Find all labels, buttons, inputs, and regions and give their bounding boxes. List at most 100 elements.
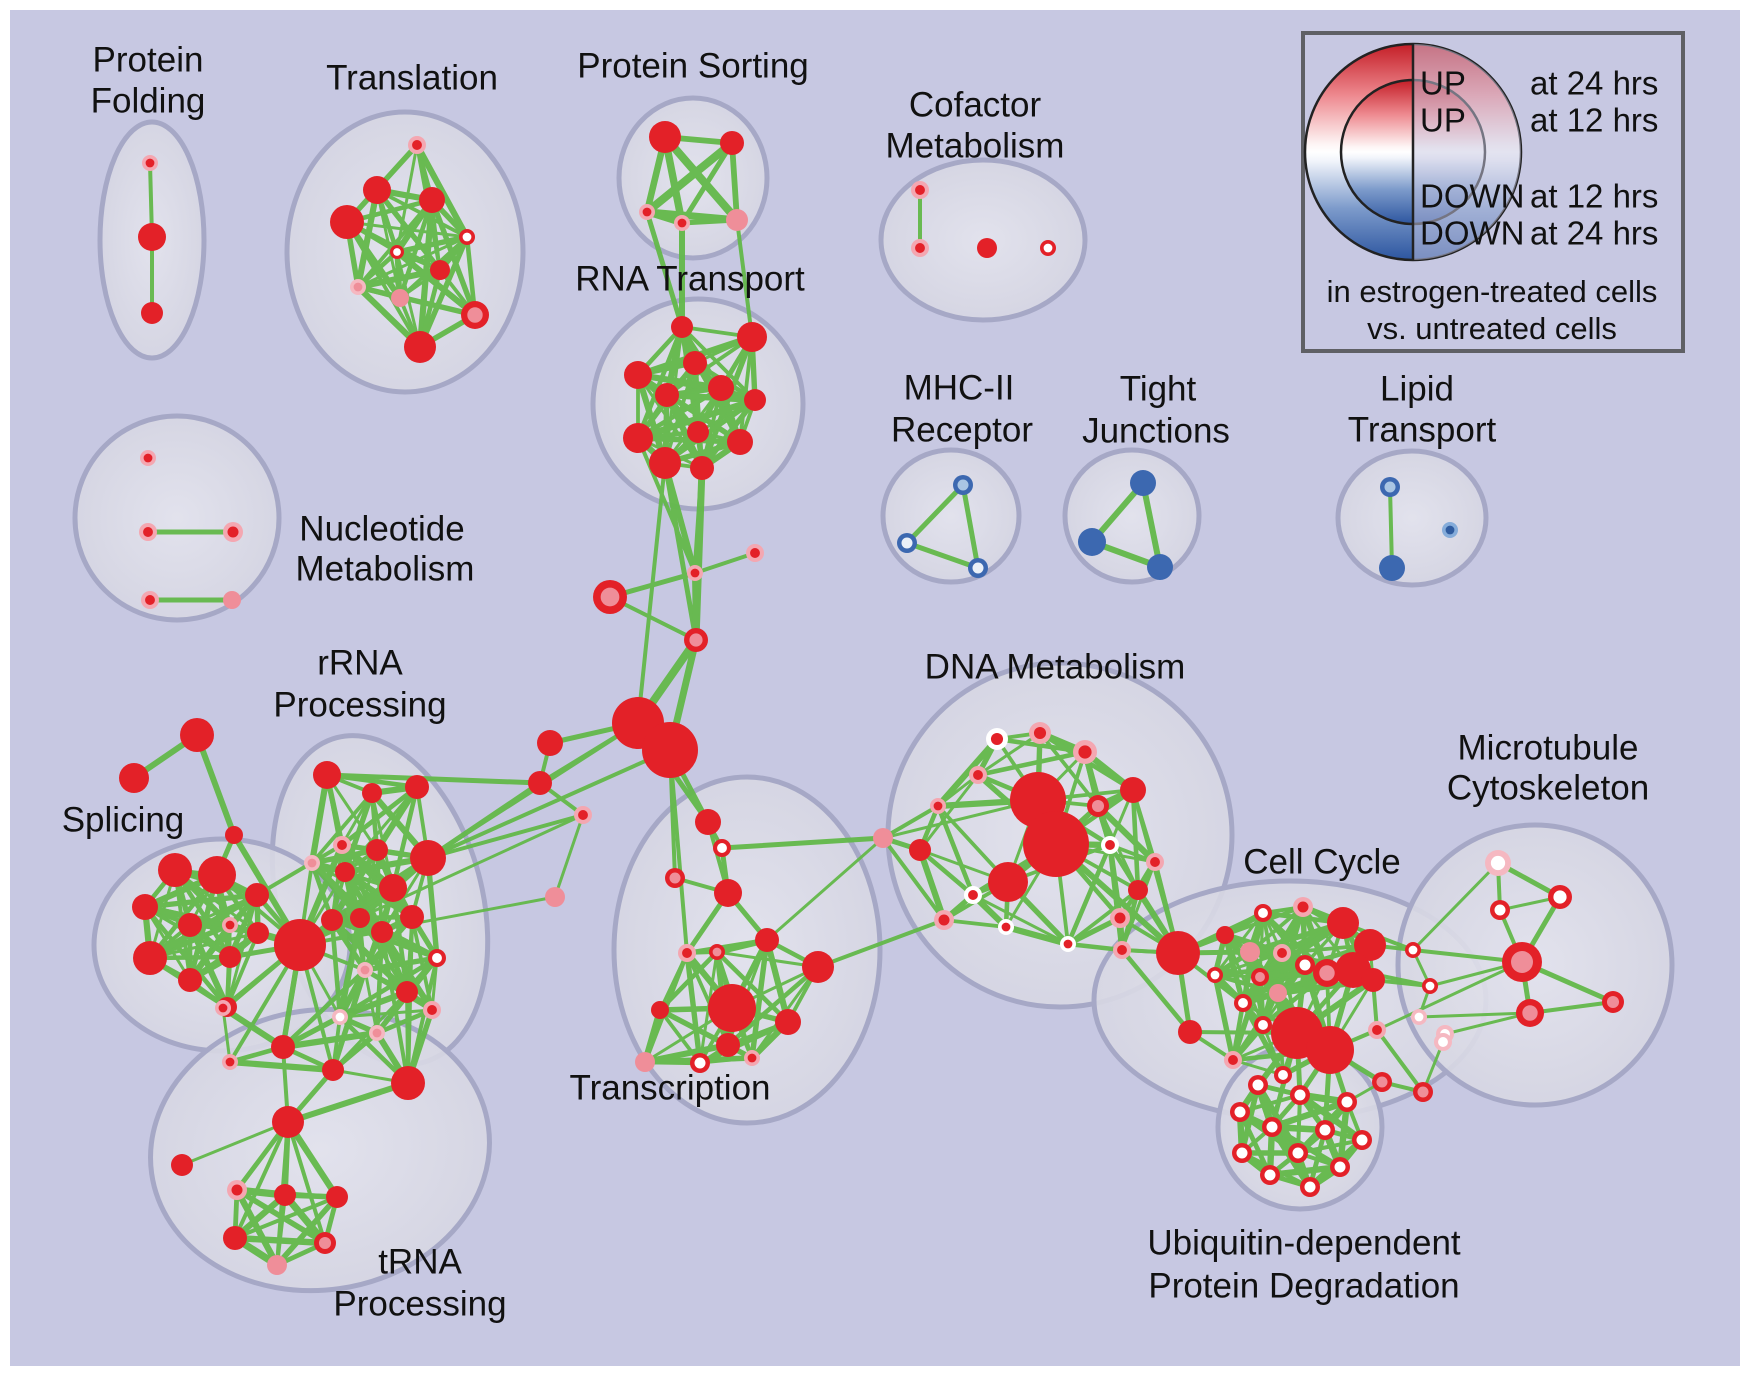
network-node[interactable] [964,886,982,904]
network-node[interactable] [423,1001,441,1019]
network-node[interactable] [223,1226,247,1250]
network-node[interactable] [313,761,341,789]
network-node[interactable] [219,946,241,968]
network-node[interactable] [1254,904,1272,922]
network-node[interactable] [1306,1026,1354,1074]
network-node[interactable] [419,187,445,213]
network-node[interactable] [649,447,681,479]
network-node[interactable] [1232,1143,1252,1163]
network-node[interactable] [690,456,714,480]
network-node[interactable] [1130,470,1156,496]
network-node[interactable] [245,883,269,907]
network-node[interactable] [1060,936,1076,952]
network-node[interactable] [222,917,238,933]
network-node[interactable] [404,331,436,363]
network-node[interactable] [1372,1072,1392,1092]
network-node[interactable] [1315,1120,1335,1140]
network-node[interactable] [142,155,158,171]
network-node[interactable] [674,215,690,231]
network-node[interactable] [1288,1143,1308,1163]
network-node[interactable] [357,962,373,978]
network-node[interactable] [1434,1033,1452,1051]
network-node[interactable] [687,565,703,581]
network-node[interactable] [140,450,156,466]
network-node[interactable] [709,944,725,960]
network-node[interactable] [1352,1130,1372,1150]
network-node[interactable] [1273,944,1291,962]
network-node[interactable] [998,919,1014,935]
network-node[interactable] [1120,777,1146,803]
network-node[interactable] [1101,836,1119,854]
network-node[interactable] [737,322,767,352]
network-node[interactable] [178,913,202,937]
network-node[interactable] [1078,528,1106,556]
network-node[interactable] [695,809,721,835]
network-node[interactable] [1300,1177,1320,1197]
network-node[interactable] [671,316,693,338]
network-node[interactable] [405,775,429,799]
network-node[interactable] [708,984,756,1032]
network-node[interactable] [1516,999,1544,1027]
network-node[interactable] [400,905,424,929]
network-node[interactable] [1411,1009,1427,1025]
network-node[interactable] [1230,1102,1250,1122]
network-node[interactable] [333,836,351,854]
network-node[interactable] [1422,978,1438,994]
network-node[interactable] [178,968,202,992]
network-node[interactable] [1442,522,1458,538]
network-node[interactable] [1073,740,1097,764]
network-node[interactable] [1248,1075,1268,1095]
network-node[interactable] [1490,900,1510,920]
network-node[interactable] [1146,853,1164,871]
network-node[interactable] [180,718,214,752]
network-node[interactable] [1110,908,1130,928]
network-node[interactable] [459,229,475,245]
network-node[interactable] [1368,1021,1386,1039]
network-node[interactable] [802,951,834,983]
network-node[interactable] [1269,984,1287,1002]
network-node[interactable] [574,806,592,824]
network-node[interactable] [897,533,917,553]
network-node[interactable] [678,944,696,962]
network-node[interactable] [1293,897,1313,917]
network-node[interactable] [171,1154,193,1176]
network-node[interactable] [1240,942,1260,962]
network-node[interactable] [727,429,753,455]
network-node[interactable] [1313,959,1341,987]
network-node[interactable] [362,783,382,803]
network-node[interactable] [655,383,679,407]
network-node[interactable] [624,361,652,389]
network-node[interactable] [141,302,163,324]
network-node[interactable] [720,131,744,155]
network-node[interactable] [930,798,946,814]
network-node[interactable] [934,910,954,930]
network-node[interactable] [1207,967,1223,983]
network-node[interactable] [1405,942,1421,958]
network-node[interactable] [744,389,766,411]
network-node[interactable] [138,223,166,251]
network-node[interactable] [537,730,563,756]
network-node[interactable] [1128,880,1148,900]
network-node[interactable] [274,919,326,971]
network-node[interactable] [371,921,393,943]
network-node[interactable] [391,1066,425,1100]
network-node[interactable] [1216,926,1234,944]
network-node[interactable] [1251,968,1269,986]
network-node[interactable] [909,839,931,861]
network-node[interactable] [713,839,731,857]
network-node[interactable] [635,1052,655,1072]
network-node[interactable] [528,771,552,795]
network-node[interactable] [133,941,167,975]
network-node[interactable] [593,580,627,614]
network-node[interactable] [911,239,929,257]
network-node[interactable] [332,1009,348,1025]
network-node[interactable] [225,826,243,844]
network-node[interactable] [1156,931,1200,975]
network-node[interactable] [1337,1092,1357,1112]
network-node[interactable] [1354,929,1386,961]
network-node[interactable] [410,840,446,876]
network-node[interactable] [665,868,685,888]
network-node[interactable] [755,928,779,952]
network-node[interactable] [1379,555,1405,581]
network-node[interactable] [369,1025,385,1041]
